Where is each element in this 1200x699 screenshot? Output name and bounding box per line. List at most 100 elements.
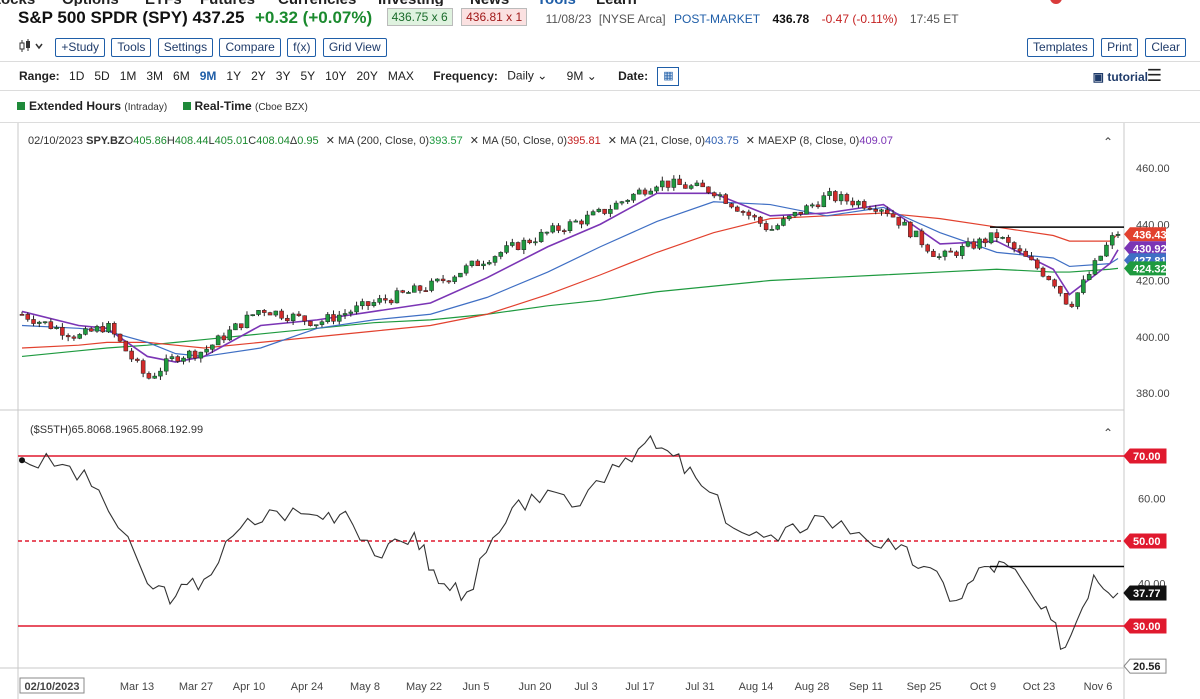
range-max[interactable]: MAX: [387, 68, 414, 83]
candle-body[interactable]: [654, 186, 659, 192]
candle-body[interactable]: [613, 202, 619, 210]
candle-body[interactable]: [642, 189, 648, 195]
candle-body[interactable]: [1109, 235, 1115, 246]
candle-body[interactable]: [850, 200, 855, 206]
compare-button[interactable]: Compare: [219, 38, 281, 57]
candle-body[interactable]: [510, 242, 515, 246]
candle-body[interactable]: [152, 375, 157, 379]
candle-body[interactable]: [838, 194, 844, 202]
candle-body[interactable]: [25, 314, 31, 320]
candle-body[interactable]: [908, 221, 913, 238]
candle-body[interactable]: [290, 313, 296, 322]
candle-body[interactable]: [285, 317, 290, 322]
candle-body[interactable]: [1069, 303, 1075, 307]
candle-body[interactable]: [931, 250, 936, 257]
candle-body[interactable]: [556, 225, 561, 231]
candle-body[interactable]: [804, 205, 809, 215]
candle-body[interactable]: [983, 238, 988, 244]
candle-body[interactable]: [625, 199, 630, 202]
candle-body[interactable]: [994, 232, 1000, 238]
candle-body[interactable]: [694, 182, 700, 186]
candle-body[interactable]: [561, 230, 567, 232]
candle-body[interactable]: [146, 373, 152, 379]
candle-body[interactable]: [746, 211, 752, 216]
candle-body[interactable]: [112, 323, 117, 335]
range-9m[interactable]: 9M: [199, 68, 217, 83]
candle-body[interactable]: [175, 356, 180, 362]
period-select[interactable]: 9M ⌄: [567, 69, 597, 83]
candle-body[interactable]: [77, 334, 82, 339]
candle-body[interactable]: [925, 244, 930, 252]
candle-body[interactable]: [458, 272, 463, 278]
candle-body[interactable]: [504, 245, 509, 253]
candle-body[interactable]: [1006, 237, 1011, 243]
candle-body[interactable]: [573, 220, 579, 223]
notification-badge[interactable]: [1050, 0, 1062, 4]
candle-body[interactable]: [533, 241, 538, 244]
study-button[interactable]: +Study: [55, 38, 106, 57]
print-button[interactable]: Print: [1101, 38, 1138, 57]
candle-body[interactable]: [867, 207, 873, 210]
price-chart[interactable]: 380.00400.00420.00440.00460.0002/10/2023…: [0, 123, 1200, 699]
candle-body[interactable]: [238, 323, 244, 329]
remove-study-icon[interactable]: ✕: [745, 135, 755, 147]
range-5y[interactable]: 5Y: [300, 68, 316, 83]
candle-body[interactable]: [833, 191, 838, 202]
candle-body[interactable]: [37, 321, 42, 324]
candle-body[interactable]: [550, 225, 555, 233]
candle-body[interactable]: [65, 335, 71, 338]
candle-body[interactable]: [123, 340, 129, 352]
candle-body[interactable]: [960, 246, 965, 256]
candle-body[interactable]: [440, 278, 446, 282]
candle-body[interactable]: [181, 357, 186, 362]
candle-body[interactable]: [48, 321, 54, 329]
range-6m[interactable]: 6M: [173, 68, 190, 83]
candle-body[interactable]: [1034, 259, 1040, 269]
candle-body[interactable]: [233, 323, 238, 331]
grid-view-button[interactable]: Grid View: [322, 38, 387, 57]
candle-body[interactable]: [279, 310, 284, 319]
candle-body[interactable]: [913, 230, 919, 238]
tutorial-link[interactable]: ▣ tutorial: [1093, 70, 1148, 84]
candle-body[interactable]: [377, 298, 382, 303]
candle-body[interactable]: [388, 299, 394, 304]
candle-body[interactable]: [988, 232, 994, 244]
candle-body[interactable]: [769, 229, 775, 231]
candle-body[interactable]: [417, 285, 423, 291]
nav-item-tocks[interactable]: tocks: [0, 0, 35, 6]
range-10y[interactable]: 10Y: [325, 68, 347, 83]
candle-body[interactable]: [879, 209, 884, 212]
candle-body[interactable]: [856, 201, 861, 206]
candle-body[interactable]: [337, 314, 342, 322]
nav-item-etfs[interactable]: ETFs: [145, 0, 182, 6]
candle-body[interactable]: [1040, 267, 1046, 277]
candle-body[interactable]: [567, 221, 573, 231]
candle-body[interactable]: [544, 231, 550, 234]
candle-body[interactable]: [204, 349, 209, 353]
settings-button[interactable]: Settings: [157, 38, 214, 57]
candle-body[interactable]: [54, 327, 59, 329]
candle-body[interactable]: [267, 312, 273, 316]
candle-body[interactable]: [1086, 274, 1092, 280]
range-3y[interactable]: 3Y: [275, 68, 291, 83]
candle-body[interactable]: [227, 329, 232, 341]
candle-body[interactable]: [971, 241, 977, 249]
candle-body[interactable]: [700, 182, 705, 188]
candle-body[interactable]: [19, 314, 25, 316]
candle-body[interactable]: [325, 314, 330, 322]
tools-button[interactable]: Tools: [111, 38, 152, 57]
candle-body[interactable]: [129, 350, 134, 360]
candle-body[interactable]: [665, 180, 671, 188]
candle-body[interactable]: [308, 320, 313, 326]
candle-body[interactable]: [429, 280, 434, 291]
candle-body[interactable]: [775, 225, 780, 230]
candle-body[interactable]: [1104, 244, 1109, 257]
candle-body[interactable]: [1092, 260, 1098, 275]
candle-body[interactable]: [677, 178, 682, 185]
candle-body[interactable]: [596, 208, 602, 212]
candle-body[interactable]: [942, 250, 948, 257]
candle-body[interactable]: [1081, 279, 1086, 293]
candle-body[interactable]: [735, 206, 740, 212]
candle-body[interactable]: [890, 213, 896, 218]
candle-body[interactable]: [383, 298, 388, 301]
